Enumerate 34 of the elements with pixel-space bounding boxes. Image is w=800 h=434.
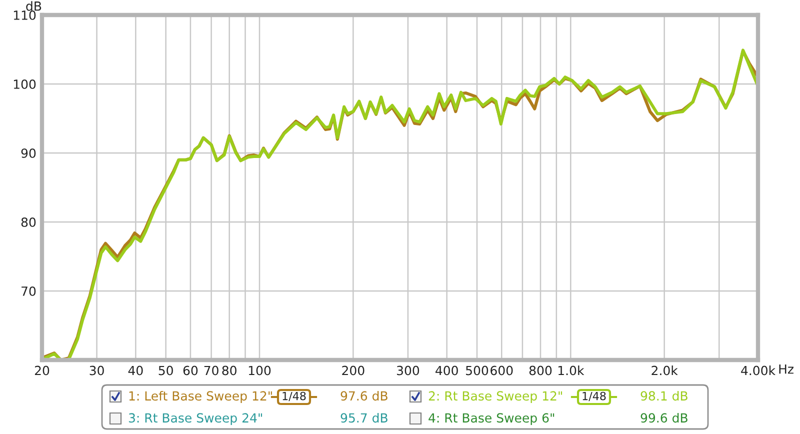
y-tick-label: 110 [14, 10, 36, 20]
y-tick-label: 100 [14, 79, 36, 89]
x-tick-label: 70 [204, 366, 218, 376]
x-tick-label: 60 [183, 366, 198, 376]
x-tick-label: 100 [248, 366, 271, 376]
x-tick-label: 80 [222, 366, 236, 376]
x-tick-label: 40 [128, 366, 143, 376]
x-tick-label: 200 [342, 366, 364, 376]
text: 98.1 dB [640, 390, 688, 401]
text: 3: Rt Base Sweep 24" [128, 413, 262, 426]
text: 1/48 [282, 392, 306, 402]
text: 97.6 dB [340, 390, 388, 401]
y-tick-label: 70 [22, 286, 36, 296]
text: 2: Rt Base Sweep 12" [428, 391, 562, 404]
x-tick-label: 400 [436, 366, 458, 376]
x-tick-label: 4.00k [741, 366, 776, 376]
x-axis-title: Hz [779, 364, 794, 374]
x-tick-label: 500 [466, 366, 488, 376]
x-tick-label: 800 [529, 366, 552, 376]
x-tick-label: 50 [158, 366, 173, 376]
x-tick-label: 2.0k [652, 366, 678, 376]
text: 1: Left Base Sweep 12" [129, 390, 272, 404]
x-tick-label: 600 [490, 366, 513, 376]
text: 95.7 dB [340, 412, 388, 423]
x-tick-label: 30 [90, 366, 104, 376]
y-tick-label: 90 [21, 148, 36, 158]
text: 1/48 [582, 392, 606, 402]
text: 99.6 dB [640, 412, 688, 423]
y-tick-label: 80 [21, 217, 36, 227]
x-tick-label: 300 [396, 366, 420, 376]
x-tick-label: 1.0k [558, 366, 584, 376]
y-axis-title: dB [26, 1, 42, 11]
text: 4: Rt Base Sweep 6" [428, 413, 554, 426]
x-tick-label: 20 [34, 366, 50, 376]
